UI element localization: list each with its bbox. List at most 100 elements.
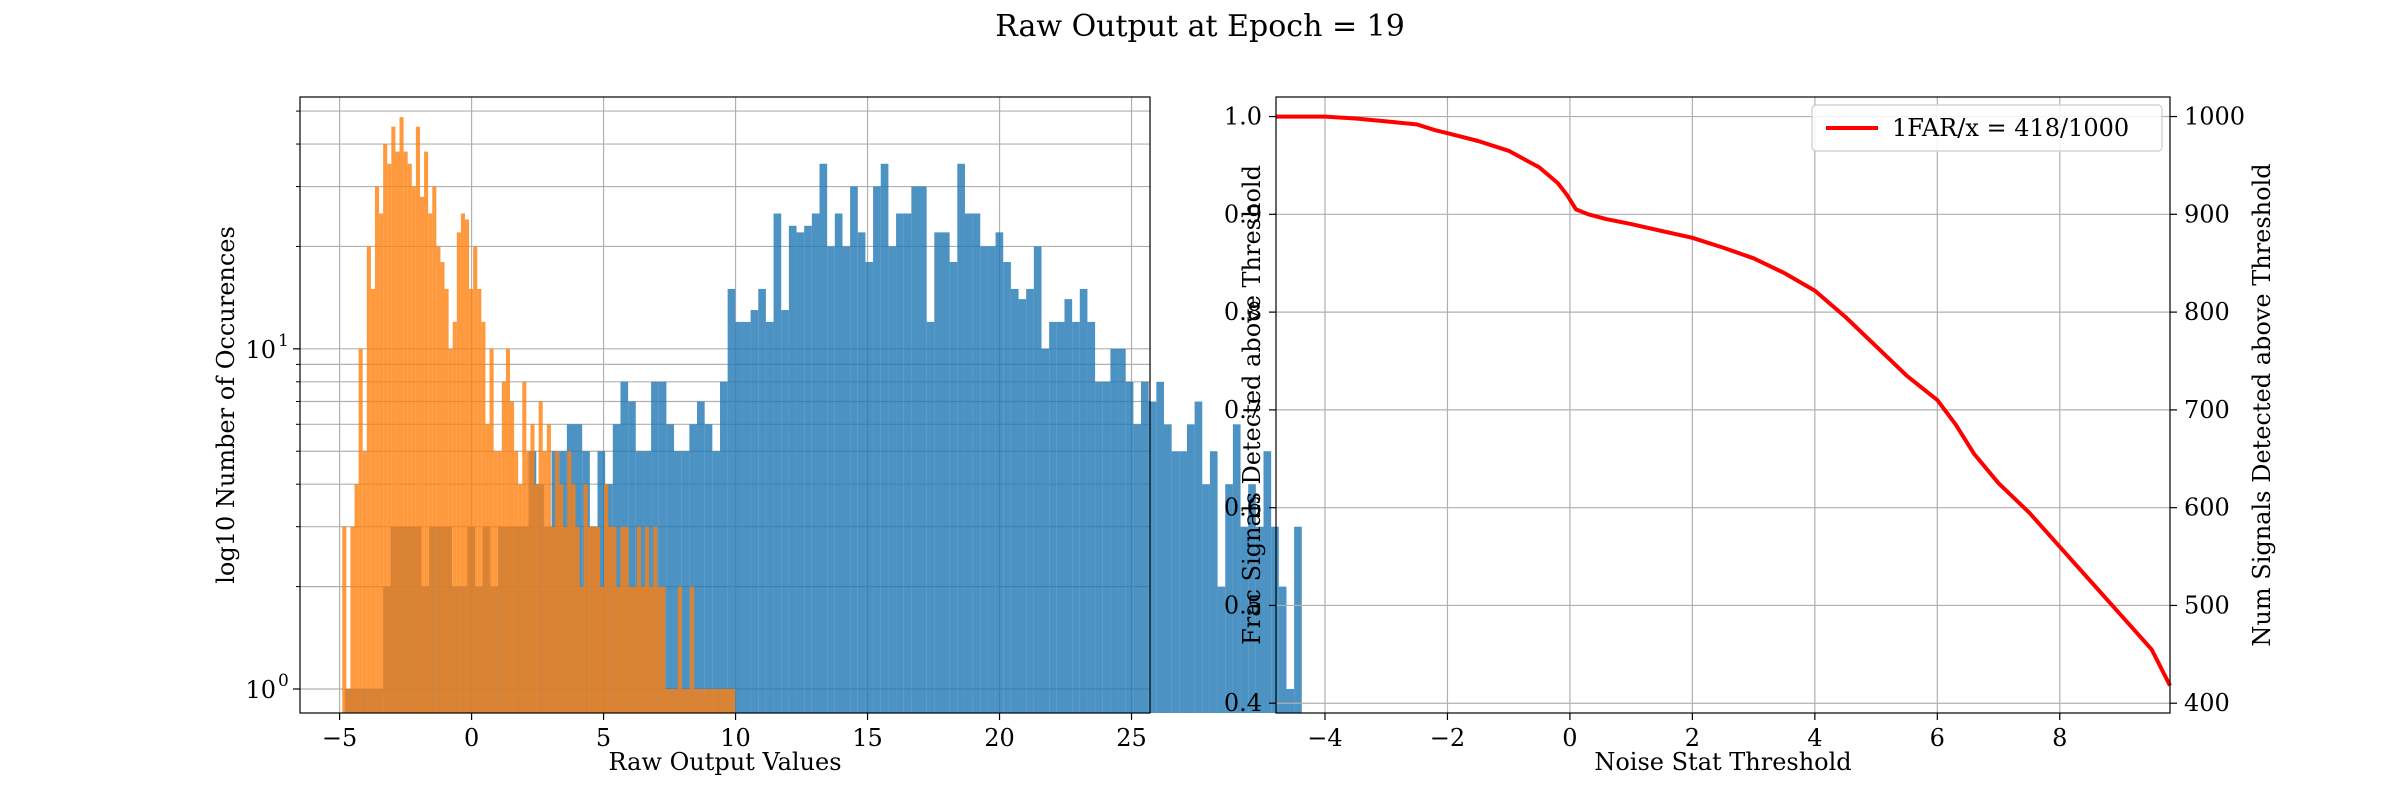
- signal-histogram-bar: [1271, 526, 1279, 713]
- histogram-y-axis-label: log10 Number of Occurences: [212, 226, 240, 584]
- detection-right-y-axis-label: Num Signals Detected above Threshold: [2248, 163, 2276, 646]
- noise-histogram-bar: [526, 451, 531, 713]
- signal-histogram-bar: [1026, 288, 1034, 713]
- signal-histogram-bar: [1194, 401, 1203, 713]
- signal-histogram-bar: [1202, 484, 1210, 713]
- noise-histogram-bar: [653, 526, 658, 713]
- noise-histogram-bar: [604, 484, 609, 713]
- noise-histogram-bar: [563, 526, 568, 713]
- y-tick-label: 0.7: [1224, 396, 1262, 424]
- signal-histogram-bar: [788, 225, 797, 714]
- signal-histogram-bar: [1278, 586, 1287, 713]
- right-y-tick-label: 400: [2184, 689, 2230, 717]
- histogram-bars: [342, 117, 1302, 714]
- noise-histogram-bar: [456, 232, 461, 713]
- noise-histogram-bar: [694, 688, 699, 713]
- noise-histogram-bar: [509, 401, 515, 713]
- noise-histogram-bar: [432, 186, 437, 713]
- signal-histogram-bar: [819, 163, 828, 713]
- right-y-tick-label: 1000: [2184, 103, 2245, 131]
- signal-histogram-bar: [1186, 424, 1195, 713]
- y-tick-label: 1.0: [1224, 103, 1262, 131]
- detection-x-axis-label: Noise Stat Threshold: [1594, 748, 1851, 776]
- signal-histogram-bar: [926, 321, 935, 713]
- x-tick-label: 0: [1562, 724, 1577, 752]
- noise-histogram-bar: [591, 526, 596, 713]
- signal-histogram-bar: [712, 451, 720, 713]
- noise-histogram-bar: [505, 348, 510, 713]
- x-tick-label: 25: [1116, 724, 1147, 752]
- x-tick-label: 4: [1807, 724, 1822, 752]
- signal-histogram-bar: [689, 424, 698, 713]
- noise-histogram-bar: [497, 451, 502, 713]
- signal-histogram-bar: [834, 213, 843, 713]
- noise-histogram-bar: [485, 424, 490, 713]
- noise-histogram-bar: [583, 484, 588, 713]
- noise-histogram-bar: [546, 424, 551, 713]
- noise-histogram-bar: [448, 348, 453, 713]
- x-tick-label: 6: [1930, 724, 1945, 752]
- signal-histogram-bar: [1179, 451, 1187, 713]
- noise-histogram-bar: [362, 451, 367, 713]
- noise-histogram-bar: [534, 484, 539, 713]
- signal-histogram-bar: [842, 246, 851, 713]
- noise-histogram-bar: [522, 381, 527, 713]
- signal-histogram-bar: [888, 246, 897, 713]
- right-y-tick-label: 800: [2184, 298, 2230, 326]
- signal-histogram-bar: [1018, 299, 1027, 713]
- noise-histogram-bar: [550, 526, 555, 713]
- noise-histogram-bar: [706, 688, 711, 713]
- signal-histogram-bar: [1033, 246, 1042, 713]
- x-tick-label: 10: [720, 724, 751, 752]
- noise-histogram-bar: [391, 126, 396, 714]
- noise-histogram-bar: [575, 526, 580, 713]
- signal-histogram-bar: [1148, 401, 1157, 713]
- signal-histogram-bar: [1125, 381, 1134, 713]
- y-tick-label: 0.6: [1224, 494, 1262, 522]
- signal-histogram-bar: [1010, 288, 1019, 713]
- right-y-tick-label: 600: [2184, 494, 2230, 522]
- noise-histogram-bar: [538, 401, 543, 713]
- signal-histogram-bar: [719, 381, 728, 713]
- noise-histogram-bar: [350, 526, 355, 713]
- signal-histogram-bar: [1095, 381, 1103, 713]
- noise-histogram-bar: [366, 246, 371, 713]
- noise-histogram-bar: [677, 586, 682, 713]
- signal-histogram-bar: [735, 321, 743, 713]
- signal-histogram-bar: [1133, 424, 1142, 713]
- detection-curve-line: [1276, 114, 2172, 687]
- noise-histogram-bar: [571, 484, 576, 713]
- signal-histogram-bar: [666, 424, 675, 713]
- noise-histogram-bar: [579, 586, 584, 713]
- signal-histogram-bar: [1156, 381, 1164, 713]
- noise-histogram-bar: [645, 526, 650, 713]
- signal-histogram-bar: [773, 213, 782, 713]
- noise-histogram-bar: [600, 586, 605, 713]
- x-tick-label: 2: [1685, 724, 1700, 752]
- signal-histogram-bar: [697, 401, 705, 713]
- signal-histogram-bar: [811, 213, 820, 713]
- noise-histogram-bar: [415, 126, 420, 714]
- signal-histogram-bar: [658, 381, 667, 713]
- y-tick-label: 0.8: [1224, 298, 1262, 326]
- signal-histogram-bar: [1286, 688, 1295, 713]
- noise-histogram-bar: [640, 586, 646, 713]
- signal-histogram-bar: [903, 213, 912, 713]
- x-tick-label: −2: [1430, 724, 1465, 752]
- signal-histogram-bar: [857, 232, 866, 713]
- noise-histogram-bar: [424, 151, 429, 713]
- signal-histogram-bar: [1240, 526, 1249, 713]
- noise-histogram-bar: [469, 288, 474, 713]
- noise-histogram-bar: [444, 288, 449, 713]
- noise-histogram-bar: [428, 213, 433, 713]
- noise-histogram-bar: [489, 348, 494, 713]
- noise-histogram-bar: [636, 526, 641, 713]
- noise-histogram-bar: [477, 288, 482, 713]
- noise-histogram-bar: [567, 451, 572, 713]
- signal-histogram-bar: [1217, 586, 1226, 713]
- signal-histogram-bar: [1087, 321, 1096, 713]
- noise-histogram-bar: [342, 526, 347, 713]
- y-tick-label: 10: [245, 676, 276, 704]
